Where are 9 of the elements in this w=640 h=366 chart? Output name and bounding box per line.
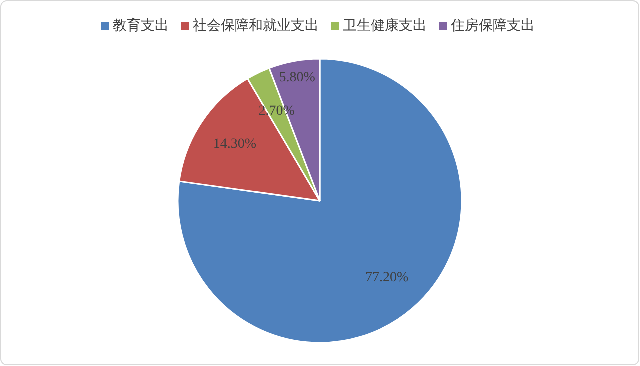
data-label: 2.70% (258, 104, 296, 119)
legend-label: 卫生健康支出 (343, 18, 427, 34)
data-label: 5.80% (279, 70, 316, 86)
legend-label: 教育支出 (113, 17, 169, 34)
data-label: 14.30% (213, 136, 257, 152)
data-label: 77.20% (366, 270, 410, 286)
legend-label: 住房保障支出 (450, 18, 535, 34)
pie-slice (177, 58, 463, 344)
legend-label: 社会保障和就业支出 (193, 18, 319, 34)
